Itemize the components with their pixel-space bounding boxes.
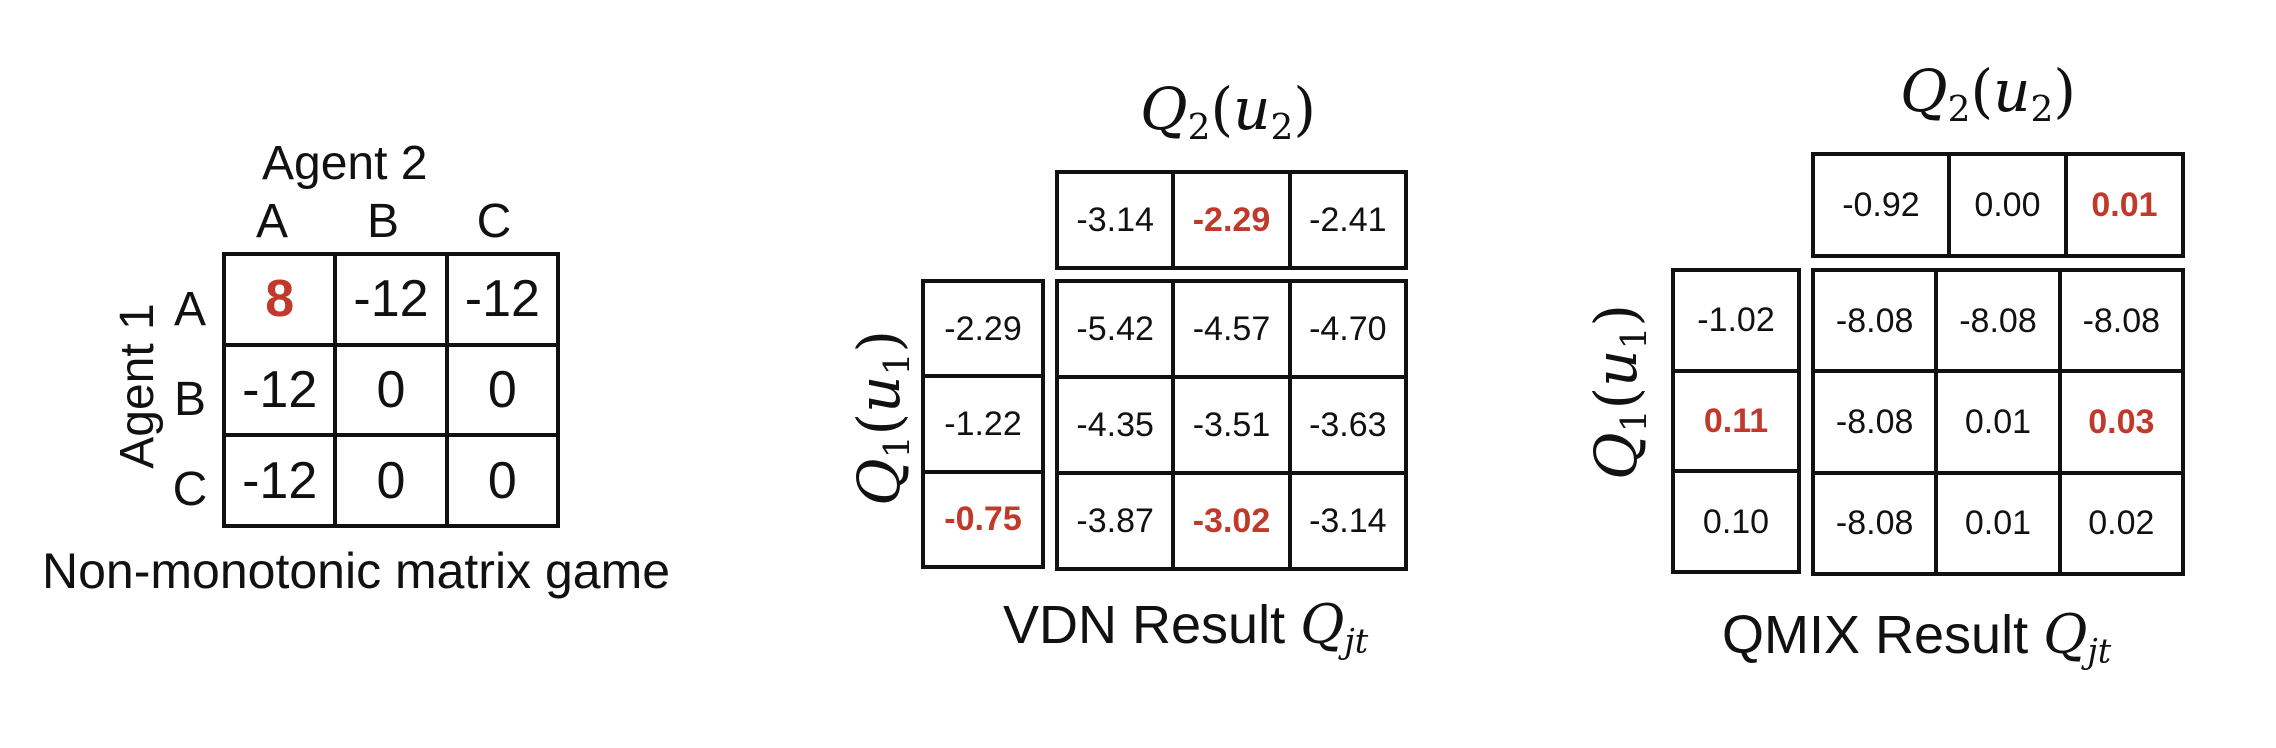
- qmix-q1-table: -1.02 0.11 0.10: [1671, 268, 1801, 574]
- col-label-c: C: [476, 195, 512, 248]
- q-value-cell: -1.22: [921, 374, 1045, 474]
- agent1-header: Agent 1: [111, 303, 164, 469]
- table-row: -3.87 -3.02 -3.14: [1054, 471, 1409, 571]
- table-row: -12 0 0: [221, 433, 561, 528]
- q-value-cell: -2.29: [1171, 170, 1292, 270]
- table-row: -0.75: [921, 469, 1045, 570]
- table-row: -2.29: [921, 278, 1045, 379]
- joint-value-cell: 0.02: [2057, 470, 2186, 577]
- payoff-matrix: 8 -12 -12 -12 0 0 -12 0 0: [221, 252, 561, 528]
- qmix-q2-label: Q2(u2): [1900, 57, 2076, 131]
- joint-value-cell: -8.08: [1810, 470, 1939, 577]
- payoff-cell: 8: [221, 252, 338, 347]
- joint-value-cell: 0.01: [1934, 470, 2062, 577]
- joint-value-cell: -8.08: [1810, 369, 1939, 475]
- q-value-cell: -0.92: [1811, 152, 1951, 258]
- q-value-cell: 0.11: [1671, 368, 1801, 474]
- qmix-caption: QMIX Result Qjt: [1722, 603, 2112, 671]
- joint-value-cell: -8.08: [2057, 267, 2186, 374]
- row-label-a: A: [173, 283, 206, 336]
- vdn-joint-table: -5.42 -4.57 -4.70 -4.35 -3.51 -3.63 -3.8…: [1054, 279, 1409, 571]
- joint-value-cell: -5.42: [1054, 279, 1176, 379]
- row-label-b: B: [173, 373, 206, 426]
- row-label-c: C: [172, 463, 208, 516]
- q-value-cell: -1.02: [1671, 268, 1801, 373]
- table-row: 0.10: [1671, 469, 1801, 574]
- payoff-cell: 0: [333, 342, 449, 438]
- table-row: -1.02: [1671, 268, 1801, 373]
- vdn-caption: VDN Result Qjt: [1003, 593, 1369, 661]
- payoff-cell: 0: [444, 433, 561, 528]
- table-row: 0.11: [1671, 368, 1801, 474]
- table-row: -0.92 0.00 0.01: [1811, 152, 2186, 258]
- table-row: -3.14 -2.29 -2.41: [1054, 170, 1409, 270]
- joint-value-cell: -3.51: [1171, 375, 1292, 475]
- table-row: -4.35 -3.51 -3.63: [1054, 375, 1409, 475]
- payoff-cell: -12: [444, 252, 561, 347]
- q-value-cell: 0.00: [1946, 152, 2068, 258]
- joint-value-cell: 0.03: [2057, 369, 2186, 475]
- agent2-header: Agent 2: [262, 137, 428, 190]
- payoff-cell: 0: [444, 342, 561, 438]
- col-label-a: A: [255, 195, 288, 248]
- qmix-joint-table: -8.08 -8.08 -8.08 -8.08 0.01 0.03 -8.08 …: [1810, 267, 2186, 577]
- joint-value-cell: -8.08: [1810, 267, 1939, 374]
- joint-value-cell: 0.01: [1934, 369, 2062, 475]
- vdn-q2-label: Q2(u2): [1140, 75, 1316, 149]
- table-row: 8 -12 -12: [221, 252, 561, 347]
- joint-value-cell: -4.70: [1287, 279, 1409, 379]
- joint-value-cell: -4.57: [1171, 279, 1292, 379]
- table-row: -1.22: [921, 374, 1045, 474]
- vdn-q1-label: Q1(u1): [845, 330, 919, 506]
- q-value-cell: -2.29: [921, 278, 1045, 379]
- table-row: -8.08 -8.08 -8.08: [1810, 267, 2186, 374]
- joint-value-cell: -4.35: [1054, 375, 1176, 475]
- matrix-game-caption: Non-monotonic matrix game: [42, 543, 671, 599]
- payoff-cell: -12: [333, 252, 449, 347]
- table-row: -12 0 0: [221, 342, 561, 438]
- vdn-q2-table: -3.14 -2.29 -2.41: [1054, 170, 1409, 270]
- table-row: -5.42 -4.57 -4.70: [1054, 279, 1409, 379]
- q-value-cell: 0.01: [2063, 152, 2186, 258]
- payoff-cell: 0: [333, 433, 449, 528]
- joint-value-cell: -3.02: [1171, 471, 1292, 571]
- col-label-b: B: [366, 195, 399, 248]
- table-row: -8.08 0.01 0.03: [1810, 369, 2186, 475]
- q-value-cell: -3.14: [1054, 170, 1176, 270]
- joint-value-cell: -3.14: [1287, 471, 1409, 571]
- qmix-q2-table: -0.92 0.00 0.01: [1811, 152, 2186, 258]
- joint-value-cell: -3.87: [1054, 471, 1176, 571]
- joint-value-cell: -3.63: [1287, 375, 1409, 475]
- joint-value-cell: -8.08: [1934, 267, 2062, 374]
- q-value-cell: 0.10: [1671, 469, 1801, 574]
- payoff-cell: -12: [221, 342, 338, 438]
- q-value-cell: -2.41: [1287, 170, 1409, 270]
- table-row: -8.08 0.01 0.02: [1810, 470, 2186, 577]
- q-value-cell: -0.75: [921, 469, 1045, 570]
- payoff-cell: -12: [221, 433, 338, 528]
- vdn-q1-table: -2.29 -1.22 -0.75: [921, 278, 1045, 570]
- qmix-q1-label: Q1(u1): [1582, 304, 1656, 480]
